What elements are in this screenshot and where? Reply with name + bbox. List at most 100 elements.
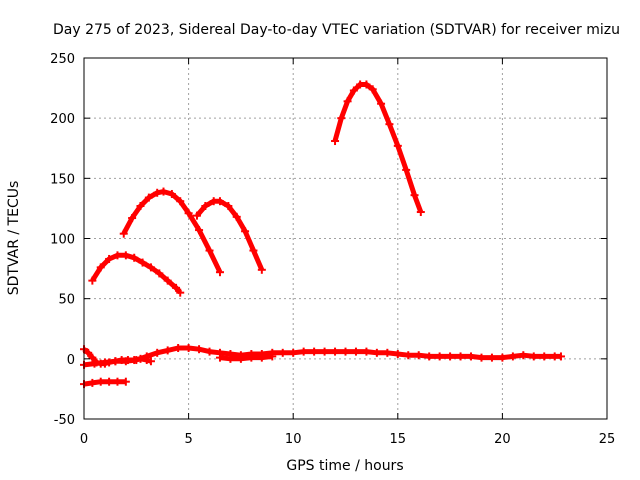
data-point — [385, 120, 394, 129]
data-point — [128, 214, 137, 223]
y-tick-label-1: 0 — [67, 353, 75, 368]
data-point — [172, 283, 181, 292]
data-point — [192, 211, 201, 220]
x-tick-label-3: 15 — [390, 432, 407, 447]
y-tick-label-0: -50 — [54, 413, 75, 428]
x-tick-label-4: 20 — [494, 432, 511, 447]
series-low-1 — [83, 345, 561, 368]
x-tick-label-0: 0 — [80, 432, 88, 447]
chart-title: Day 275 of 2023, Sidereal Day-to-day VTE… — [53, 22, 620, 38]
data-point — [467, 352, 476, 361]
data-point — [402, 165, 411, 174]
data-point — [257, 353, 266, 362]
data-point — [105, 377, 114, 386]
data-point — [215, 197, 224, 206]
data-point — [121, 251, 130, 260]
data-point — [88, 276, 97, 285]
data-point — [92, 358, 101, 367]
data-point — [268, 352, 277, 361]
data-point — [84, 348, 93, 357]
data-point — [195, 345, 204, 354]
x-tick-label-1: 5 — [184, 432, 192, 447]
series-arc-3 — [195, 198, 265, 271]
data-point — [201, 202, 210, 211]
data-point — [224, 202, 233, 211]
data-point — [299, 347, 308, 356]
data-point — [176, 197, 185, 206]
data-point — [556, 352, 565, 361]
data-point — [498, 353, 507, 362]
data-point — [113, 377, 122, 386]
data-point — [477, 353, 486, 362]
data-point — [362, 80, 371, 89]
data-point — [278, 348, 287, 357]
data-point — [446, 352, 455, 361]
data-point — [105, 254, 114, 263]
data-point — [142, 356, 151, 365]
data-point — [153, 348, 162, 357]
data-point — [362, 347, 371, 356]
data-point — [372, 348, 381, 357]
data-point — [519, 351, 528, 360]
data-point — [236, 354, 245, 363]
data-point — [88, 378, 97, 387]
data-point — [351, 347, 360, 356]
data-point — [167, 189, 176, 198]
data-point — [368, 85, 377, 94]
data-point — [205, 347, 214, 356]
data-point — [414, 351, 423, 360]
data-point — [130, 253, 139, 262]
y-tick-label-4: 150 — [50, 172, 75, 187]
data-point — [174, 344, 183, 353]
data-point — [113, 251, 122, 260]
grid-layer — [84, 58, 607, 419]
data-point — [393, 141, 402, 150]
data-point — [487, 353, 496, 362]
data-point — [184, 209, 193, 218]
data-point — [456, 352, 465, 361]
data-point — [383, 348, 392, 357]
data-point — [195, 226, 204, 235]
data-point — [410, 191, 419, 200]
data-point — [349, 86, 358, 95]
data-point — [88, 353, 97, 362]
y-tick-label-5: 200 — [50, 112, 75, 127]
data-point — [310, 347, 319, 356]
data-point — [337, 114, 346, 123]
data-point — [249, 246, 258, 255]
data-point — [138, 258, 147, 267]
data-point — [425, 352, 434, 361]
data-point — [155, 269, 164, 278]
y-tick-label-6: 250 — [50, 52, 75, 67]
data-point — [111, 357, 120, 366]
data-point — [404, 351, 413, 360]
data-point — [341, 347, 350, 356]
data-point — [163, 346, 172, 355]
y-axis-label: SDTVAR / TECUs — [6, 181, 22, 296]
data-point — [119, 229, 128, 238]
data-point — [96, 263, 105, 272]
x-tick-label-2: 10 — [285, 432, 302, 447]
y-tick-label-3: 100 — [50, 233, 75, 248]
data-point — [96, 377, 105, 386]
data-point — [331, 137, 340, 146]
data-point — [105, 358, 114, 367]
data-point — [100, 359, 109, 368]
data-point — [146, 263, 155, 272]
data-point — [435, 352, 444, 361]
data-point — [146, 357, 155, 366]
data-point — [320, 347, 329, 356]
data-point — [176, 288, 185, 297]
series-layer — [80, 80, 565, 389]
data-point — [121, 377, 130, 386]
x-tick-label-5: 25 — [599, 432, 616, 447]
data-point — [215, 268, 224, 277]
data-point — [153, 188, 162, 197]
data-point — [184, 344, 193, 353]
data-point — [159, 187, 168, 196]
data-point — [377, 99, 386, 108]
data-point — [331, 347, 340, 356]
y-tick-label-2: 50 — [58, 293, 75, 308]
data-point — [508, 352, 517, 361]
